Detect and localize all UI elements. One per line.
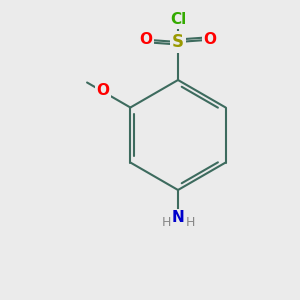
Text: H: H <box>161 217 171 230</box>
Text: S: S <box>172 33 184 51</box>
Text: N: N <box>172 211 184 226</box>
Text: Cl: Cl <box>170 13 186 28</box>
Text: O: O <box>140 32 152 47</box>
Text: O: O <box>97 83 110 98</box>
Text: H: H <box>185 217 195 230</box>
Text: O: O <box>203 32 217 47</box>
